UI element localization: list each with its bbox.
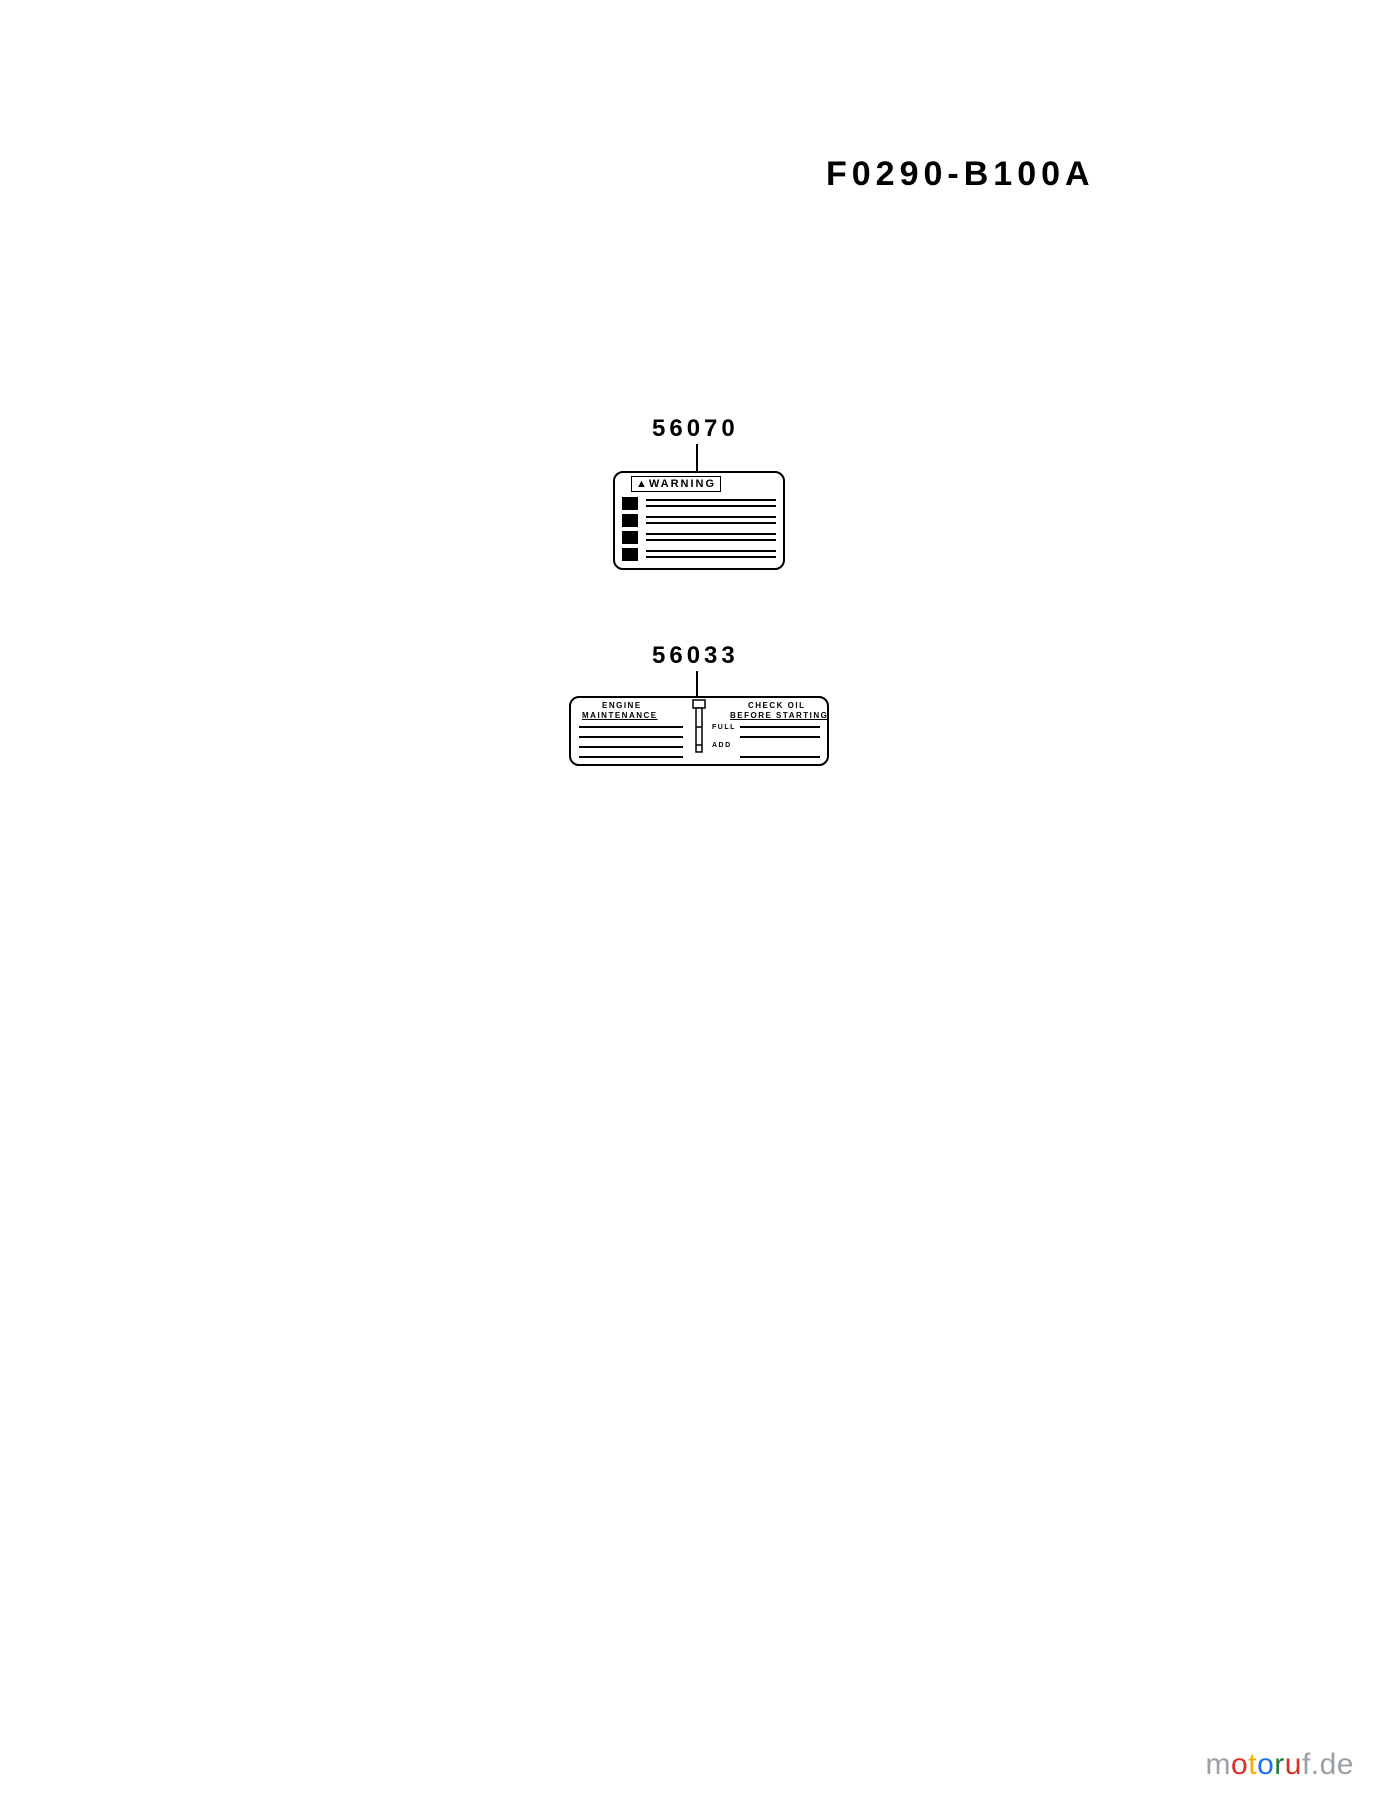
- watermark-char: o: [1257, 1748, 1274, 1781]
- level-add-label: ADD: [712, 742, 732, 749]
- watermark-char: m: [1206, 1748, 1232, 1781]
- warning-text-line: [646, 539, 776, 541]
- watermark-char: o: [1231, 1748, 1248, 1781]
- level-full-label: FULL: [712, 724, 736, 731]
- watermark-char: r: [1274, 1748, 1285, 1781]
- watermark-char: .de: [1311, 1748, 1354, 1781]
- watermark-char: t: [1248, 1748, 1257, 1781]
- warning-text-line: [646, 516, 776, 518]
- warning-text-line: [646, 550, 776, 552]
- maint-text-line: [579, 756, 683, 758]
- part-code: F0290-B100A: [826, 155, 1095, 194]
- warning-text-line: [646, 556, 776, 558]
- watermark: motoruf.de: [1206, 1748, 1354, 1782]
- hand-icon: [622, 548, 638, 561]
- maintenance-right-title-1: CHECK OIL: [748, 701, 806, 710]
- warning-label-header-text: WARNING: [649, 478, 716, 490]
- warning-text-line: [646, 522, 776, 524]
- maintenance-right-title-2: BEFORE STARTING: [730, 711, 828, 720]
- maintenance-left-title-2: MAINTENANCE: [582, 711, 658, 720]
- hot-icon: [622, 514, 638, 527]
- leader-line-56033: [696, 671, 698, 699]
- warning-text-line: [646, 505, 776, 507]
- ref-number-56033: 56033: [652, 642, 739, 670]
- maint-text-line: [579, 746, 683, 748]
- warning-text-line: [646, 499, 776, 501]
- maint-text-line: [740, 736, 820, 738]
- dipstick-icon: [690, 699, 710, 757]
- ref-number-56070: 56070: [652, 415, 739, 443]
- maint-text-line: [740, 756, 820, 758]
- maint-text-line: [579, 736, 683, 738]
- watermark-char: f: [1302, 1748, 1311, 1781]
- maint-text-line: [579, 726, 683, 728]
- maint-text-line: [740, 726, 820, 728]
- warning-label-header: ▲WARNING: [631, 476, 721, 492]
- warning-triangle-icon: ▲: [636, 478, 649, 490]
- blade-icon: [622, 531, 638, 544]
- manual-icon: [622, 497, 638, 510]
- maintenance-left-title-1: ENGINE: [602, 701, 642, 710]
- watermark-char: u: [1285, 1748, 1302, 1781]
- warning-text-line: [646, 533, 776, 535]
